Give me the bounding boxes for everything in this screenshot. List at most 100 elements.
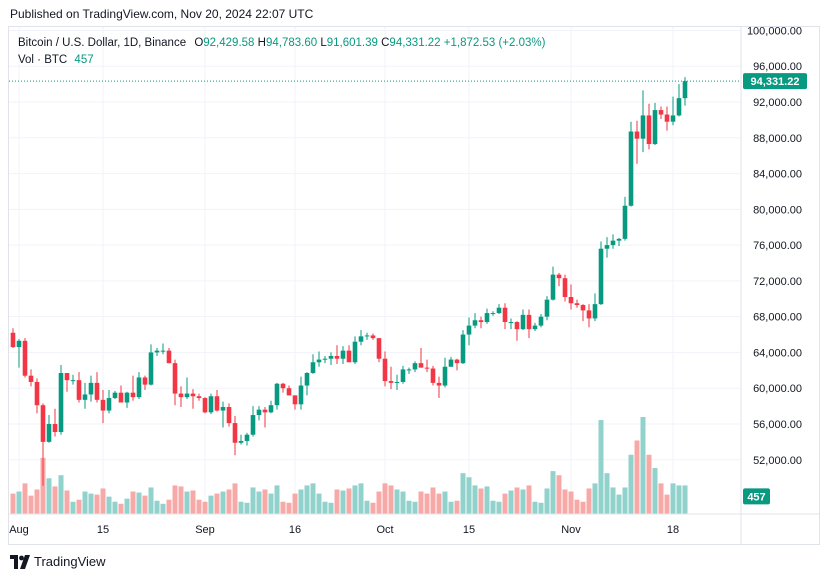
volume-bar — [586, 488, 592, 514]
volume-bar — [436, 493, 442, 514]
volume-bar — [562, 489, 568, 514]
volume-bar — [496, 501, 502, 514]
legend-high-value: 94,783.60 — [265, 37, 318, 49]
candle-body — [640, 115, 646, 139]
y-tick-label: 60,000.00 — [753, 383, 802, 395]
candle-body — [682, 81, 688, 99]
volume-bar — [76, 499, 82, 514]
volume-bar — [652, 468, 658, 514]
volume-bar — [472, 485, 478, 514]
volume-bar — [526, 485, 532, 514]
volume-bar — [412, 501, 418, 514]
x-tick-label: 16 — [289, 524, 301, 536]
volume-bar — [286, 502, 292, 514]
tradingview-brand[interactable]: TradingView — [10, 554, 106, 569]
volume-bar — [238, 501, 244, 514]
candle-body — [616, 238, 622, 241]
x-tick-label: 15 — [463, 524, 475, 536]
candle-body — [436, 382, 442, 386]
candle-body — [130, 392, 136, 398]
volume-bar — [178, 486, 184, 514]
volume-bar — [454, 500, 460, 514]
last-price-label: 94,331.22 — [751, 76, 800, 88]
candle-body — [298, 385, 304, 405]
volume-bar — [466, 477, 472, 514]
volume-bar — [190, 490, 196, 514]
legend-volume-row: Vol · BTC 457 — [18, 52, 545, 69]
candle-body — [70, 380, 76, 382]
tradingview-logo-icon — [10, 554, 30, 569]
volume-bar — [616, 494, 622, 514]
volume-bar — [592, 483, 598, 514]
candle-body — [466, 325, 472, 335]
candle-body — [412, 363, 418, 370]
candle-body — [166, 350, 172, 364]
candle-body — [460, 334, 466, 364]
candle-body — [262, 409, 268, 413]
candle-body — [658, 110, 664, 115]
candle-body — [358, 336, 364, 342]
candle-body — [370, 335, 376, 339]
volume-bar — [10, 493, 16, 514]
legend-volume-label: Vol · BTC — [18, 54, 68, 66]
candle-body — [652, 110, 658, 145]
candle-body — [136, 377, 142, 398]
x-tick-label: Aug — [9, 524, 29, 536]
candle-body — [82, 394, 88, 400]
volume-bar — [604, 473, 610, 514]
candle-body — [664, 114, 670, 122]
volume-bar — [580, 501, 586, 514]
candle-body — [304, 373, 310, 386]
candle-body — [532, 325, 538, 330]
candle-body — [448, 359, 454, 367]
volume-bar — [682, 485, 688, 514]
volume-bar — [334, 489, 340, 514]
candle-body — [160, 350, 166, 352]
volume-bar — [622, 487, 628, 514]
volume-bar — [502, 493, 508, 514]
volume-bar — [358, 483, 364, 514]
legend-volume-value: 457 — [74, 54, 94, 66]
candle-body — [268, 405, 274, 413]
brand-text: TradingView — [34, 554, 106, 569]
volume-bar — [418, 491, 424, 514]
volume-bar — [208, 495, 214, 514]
candle-body — [454, 359, 460, 364]
volume-bar — [250, 487, 256, 514]
legend-low-label: L — [320, 37, 327, 49]
candle-body — [52, 423, 58, 433]
volume-bar — [202, 501, 208, 514]
volume-bar — [574, 499, 580, 514]
candle-body — [394, 381, 400, 383]
volume-bar — [514, 487, 520, 514]
volume-bar — [154, 500, 160, 514]
candle-body — [670, 115, 676, 122]
volume-bar — [58, 475, 64, 514]
volume-bar — [640, 417, 646, 514]
candle-body — [496, 307, 502, 314]
candle-body — [478, 320, 484, 323]
volume-bar — [346, 488, 352, 514]
candle-body — [526, 314, 532, 330]
volume-bar — [214, 493, 220, 514]
candle-body — [484, 313, 490, 323]
volume-bar — [328, 502, 334, 514]
candle-body — [58, 373, 64, 433]
candle-body — [112, 392, 118, 399]
volume-bar — [82, 491, 88, 514]
candle-body — [514, 322, 520, 330]
volume-bar — [46, 478, 52, 514]
candle-body — [172, 363, 178, 394]
published-header: Published on TradingView.com, Nov 20, 20… — [10, 7, 314, 21]
candle-body — [502, 307, 508, 323]
volume-bar — [226, 489, 232, 514]
volume-bar — [148, 487, 154, 514]
volume-bar — [34, 489, 40, 514]
candle-body — [634, 131, 640, 139]
candle-body — [550, 274, 556, 300]
candle-body — [34, 381, 40, 406]
volume-bar — [130, 491, 136, 514]
candle-body — [316, 359, 322, 363]
volume-bar — [166, 499, 172, 514]
